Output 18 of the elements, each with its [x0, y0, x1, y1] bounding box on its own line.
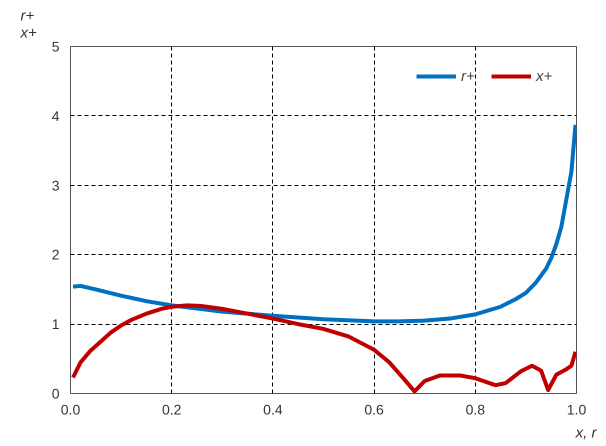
- x-tick-label: 0.4: [263, 402, 283, 418]
- x-tick-label: 1.0: [566, 402, 586, 418]
- x-tick-label: 0.0: [60, 402, 80, 418]
- line-series: [71, 122, 576, 324]
- y-tick-label: 2: [52, 246, 60, 263]
- x-tick-label: 0.6: [364, 402, 384, 418]
- y-tick-label: 1: [52, 316, 60, 332]
- line-series: [71, 303, 576, 394]
- x-axis-title: x, r: [574, 424, 598, 442]
- x-tick-label: 0.2: [162, 402, 182, 418]
- y-tick-label: 5: [52, 38, 60, 54]
- y-tick-label: 0: [52, 386, 60, 402]
- y-tick-label: 3: [52, 177, 60, 194]
- legend-label: x+: [536, 68, 554, 84]
- y-axis-title: r+ x+: [20, 8, 37, 42]
- legend-label: r+: [461, 68, 476, 84]
- x-tick-label: 0.8: [466, 402, 486, 418]
- y-tick-label: 4: [52, 108, 60, 124]
